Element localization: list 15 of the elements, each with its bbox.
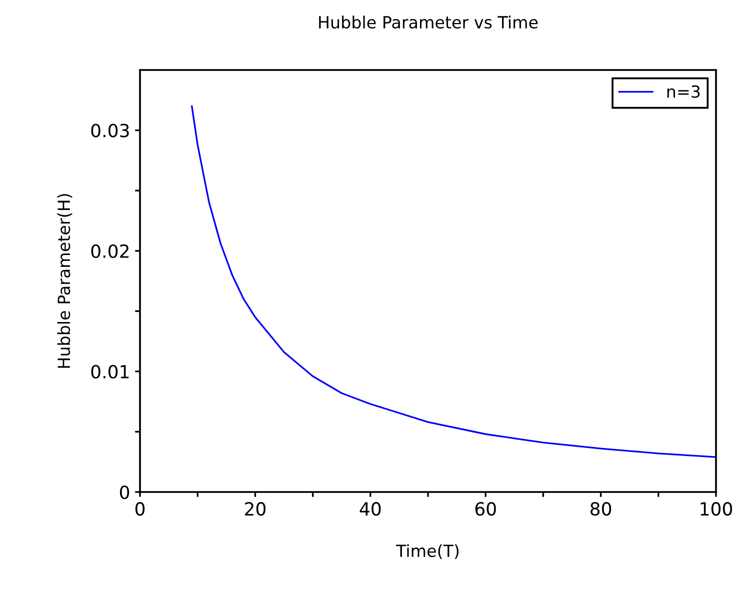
x-tick-label: 60 — [475, 502, 496, 516]
line-series — [191, 105, 716, 458]
x-tick-label: 0 — [135, 502, 145, 516]
y-tick-label: 0 — [120, 485, 130, 500]
y-tick-label: 0.03 — [91, 124, 129, 138]
x-tick-label: 100 — [700, 502, 732, 516]
y-axis-title: Hubble Parameter(H) — [57, 194, 72, 368]
y-tick-label: 0.02 — [91, 244, 128, 258]
chart-title: Hubble Parameter vs Time — [319, 16, 538, 29]
x-tick-label: 80 — [590, 502, 612, 516]
x-tick-label: 20 — [245, 502, 266, 516]
x-axis-title: Time(T) — [396, 544, 459, 560]
y-tick-label: 0.01 — [91, 364, 129, 379]
legend-label: n=3 — [667, 85, 700, 98]
x-tick-label: 40 — [360, 502, 381, 516]
